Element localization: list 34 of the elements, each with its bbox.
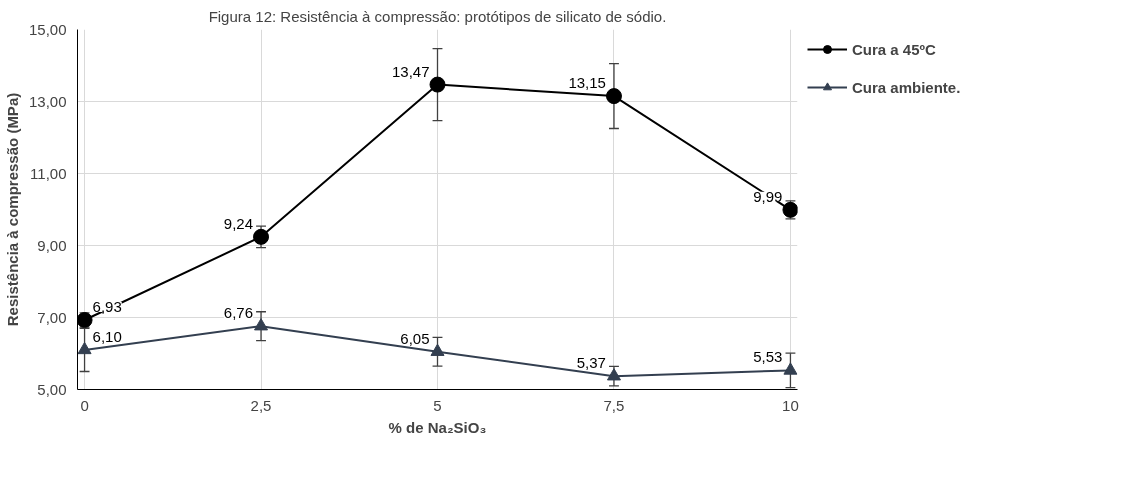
data-label: 9,24 bbox=[223, 214, 254, 232]
data-label: 6,05 bbox=[400, 329, 430, 347]
x-tick-label: 7,5 bbox=[603, 396, 625, 414]
data-label: 5,37 bbox=[576, 354, 606, 372]
data-label: 6,76 bbox=[223, 304, 254, 322]
point bbox=[429, 76, 446, 93]
point bbox=[606, 368, 621, 381]
data-label: 13,15 bbox=[568, 74, 606, 92]
point bbox=[77, 341, 92, 355]
y-tick-label: 11,00 bbox=[30, 164, 67, 182]
point bbox=[605, 88, 622, 105]
x-tick-label: 5 bbox=[433, 396, 442, 414]
point bbox=[253, 228, 270, 245]
legend-label: Cura a 45ºC bbox=[852, 40, 936, 58]
data-label: 6,10 bbox=[92, 327, 122, 345]
data-label: 9,99 bbox=[753, 187, 783, 205]
data-label: 13,47 bbox=[391, 62, 430, 80]
chart-title: Figura 12: Resistência à compressão: protótipos de silicato de sódio. bbox=[208, 7, 667, 25]
point bbox=[783, 362, 798, 375]
y-axis-title: Resistência à compressão (MPa) bbox=[3, 92, 21, 327]
y-tick-label: 5,00 bbox=[37, 380, 67, 398]
x-axis-title: % de Na₂SiO₃ bbox=[388, 418, 487, 436]
y-tick-label: 15,00 bbox=[28, 20, 67, 38]
data-label: 5,53 bbox=[753, 348, 783, 366]
x-tick-label: 2,5 bbox=[250, 396, 272, 414]
y-tick-label: 13,00 bbox=[28, 92, 67, 110]
point bbox=[254, 318, 269, 331]
legend-label: Cura ambiente. bbox=[852, 78, 961, 96]
x-tick-label: 10 bbox=[782, 396, 799, 414]
point bbox=[430, 343, 445, 356]
y-tick-label: 9,00 bbox=[37, 236, 67, 254]
y-tick-label: 7,00 bbox=[37, 308, 67, 326]
data-label: 6,93 bbox=[92, 298, 122, 316]
x-tick-label: 0 bbox=[80, 396, 89, 414]
